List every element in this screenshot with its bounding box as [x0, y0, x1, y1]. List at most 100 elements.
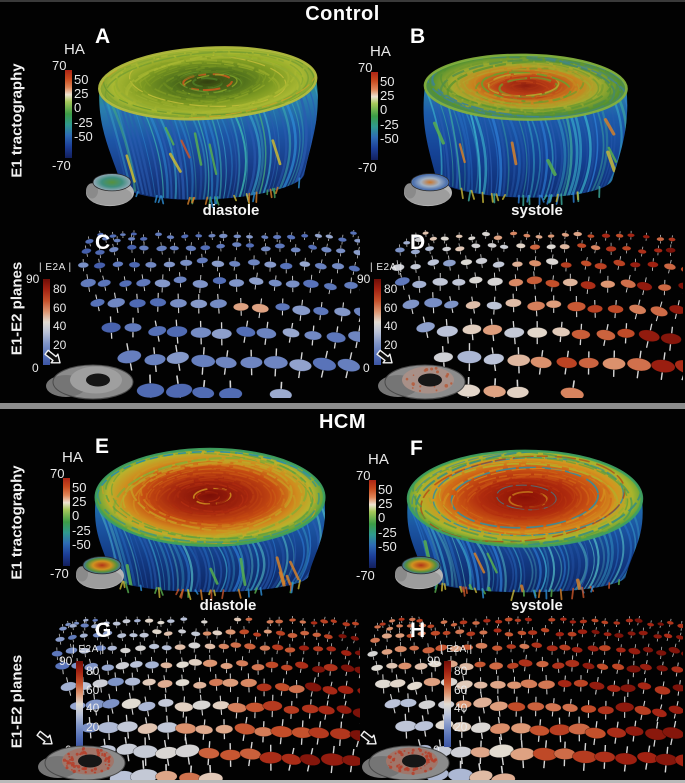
colorbar-tick: 0: [32, 361, 39, 375]
e2a-colorbar-c: | E2A | 90 80 60 40 20 0: [26, 262, 96, 402]
ha-colorbar-b: HA 70 50 25 0 -25 -50 -70: [358, 42, 428, 182]
panel-b-render: [423, 53, 628, 207]
arrow-icon: [44, 349, 61, 364]
section-title-control: Control: [305, 3, 380, 25]
section-divider: [0, 403, 685, 409]
colorbar-title: | E2A |: [440, 644, 473, 655]
panel-e-render: [94, 447, 326, 602]
row-label-e1-e2-planes-control: E1-E2 planes: [8, 261, 26, 356]
colorbar-gradient: [76, 661, 83, 747]
colorbar-tick: 80: [86, 664, 100, 678]
colorbar-tick: 60: [86, 682, 100, 697]
colorbar-tick: 60: [454, 682, 468, 697]
colorbar-tick: 25: [378, 496, 393, 512]
colorbar-tick: -50: [74, 128, 93, 144]
orientation-inset-e: [76, 556, 124, 590]
colorbar-tick: 50: [378, 482, 393, 497]
colorbar-tick: 25: [72, 494, 87, 510]
colorbar-title: HA: [62, 449, 83, 466]
colorbar-tick: 70: [358, 60, 373, 75]
colorbar-tick: 70: [50, 466, 65, 481]
colorbar-tick: 80: [384, 282, 398, 296]
ha-colorbar-e: HA 70 50 25 0 -25 -50 -70: [50, 448, 120, 588]
colorbar-tick: 90: [357, 272, 371, 286]
colorbar-tick: 0: [72, 508, 80, 524]
panel-c-letter: C: [95, 231, 111, 254]
arrow-icon: [360, 730, 377, 745]
e2a-colorbar-h: | E2A | 90 80 60 40 20 0: [427, 644, 497, 783]
slice-inset-d: [376, 349, 466, 400]
colorbar-title: | E2A |: [72, 644, 105, 655]
colorbar-tick: 40: [53, 319, 67, 333]
colorbar-tick: 40: [86, 701, 100, 715]
colorbar-gradient: [65, 70, 72, 158]
row-label-e1-e2-planes-hcm: E1-E2 planes: [8, 654, 26, 749]
ha-colorbar-f: HA 70 50 25 0 -25 -50 -70: [356, 450, 426, 590]
phase-label-hcm-systole: systole: [511, 597, 563, 614]
colorbar-title: HA: [368, 451, 389, 468]
colorbar-tick: -70: [356, 568, 375, 583]
colorbar-tick: 20: [53, 337, 67, 352]
colorbar-tick: 0: [378, 510, 386, 526]
slice-inset-h: [360, 730, 450, 781]
colorbar-tick: -70: [50, 566, 69, 581]
colorbar-tick: 25: [74, 86, 89, 102]
colorbar-tick: 60: [384, 300, 398, 315]
phase-label-control-systole: systole: [511, 202, 563, 219]
colorbar-tick: -70: [358, 160, 377, 175]
colorbar-tick: 25: [380, 88, 395, 104]
colorbar-tick: 40: [454, 701, 468, 715]
panel-f-letter: F: [410, 437, 423, 460]
colorbar-tick: -25: [380, 116, 399, 132]
section-title-hcm: HCM: [318, 411, 367, 433]
colorbar-title: | E2A |: [370, 262, 403, 273]
orientation-inset-b: [404, 173, 452, 207]
panel-a-render: [98, 43, 322, 209]
colorbar-tick: 80: [454, 664, 468, 678]
colorbar-gradient: [371, 72, 378, 160]
colorbar-tick: 20: [384, 337, 398, 352]
colorbar-tick: 70: [356, 468, 371, 483]
colorbar-title: HA: [370, 43, 391, 60]
colorbar-tick: -50: [380, 130, 399, 146]
colorbar-title: | E2A |: [39, 262, 72, 273]
colorbar-tick: 50: [74, 72, 89, 87]
colorbar-gradient: [369, 480, 376, 568]
colorbar-gradient: [444, 661, 451, 747]
colorbar-title: HA: [64, 41, 85, 58]
arrow-icon: [36, 730, 53, 745]
orientation-inset-f: [395, 556, 443, 590]
ha-colorbar-a: HA 70 50 25 0 -25 -50 -70: [52, 40, 122, 180]
e2a-colorbar-d: | E2A | 90 80 60 40 20 0: [357, 262, 427, 402]
bottom-border: [0, 780, 685, 783]
colorbar-gradient: [43, 279, 50, 365]
panel-b-letter: B: [410, 25, 426, 48]
panel-g-letter: G: [95, 619, 112, 642]
colorbar-tick: 90: [26, 272, 40, 286]
colorbar-tick: 20: [454, 719, 468, 734]
phase-label-control-diastole: diastole: [202, 202, 260, 219]
colorbar-gradient: [374, 279, 381, 365]
panel-h-letter: H: [410, 619, 426, 642]
top-border: [0, 0, 685, 2]
colorbar-tick: 0: [363, 361, 370, 375]
colorbar-tick: -50: [378, 538, 397, 554]
colorbar-tick: 90: [427, 654, 441, 668]
colorbar-tick: -70: [52, 158, 71, 173]
row-label-e1-tractography-hcm: E1 tractography: [8, 465, 26, 580]
row-label-e1-tractography-control: E1 tractography: [8, 63, 26, 178]
panel-c-render: [77, 230, 360, 398]
colorbar-tick: 70: [52, 58, 67, 73]
arrow-icon: [376, 349, 393, 364]
colorbar-tick: 20: [86, 719, 100, 734]
colorbar-tick: 80: [53, 282, 67, 296]
panel-f-render: [406, 449, 644, 602]
orientation-inset-a: [86, 173, 134, 207]
panel-a-letter: A: [95, 25, 111, 48]
phase-label-hcm-diastole: diastole: [199, 597, 257, 614]
colorbar-tick: 0: [433, 743, 440, 757]
panel-d-letter: D: [410, 231, 426, 254]
colorbar-tick: 50: [380, 74, 395, 89]
